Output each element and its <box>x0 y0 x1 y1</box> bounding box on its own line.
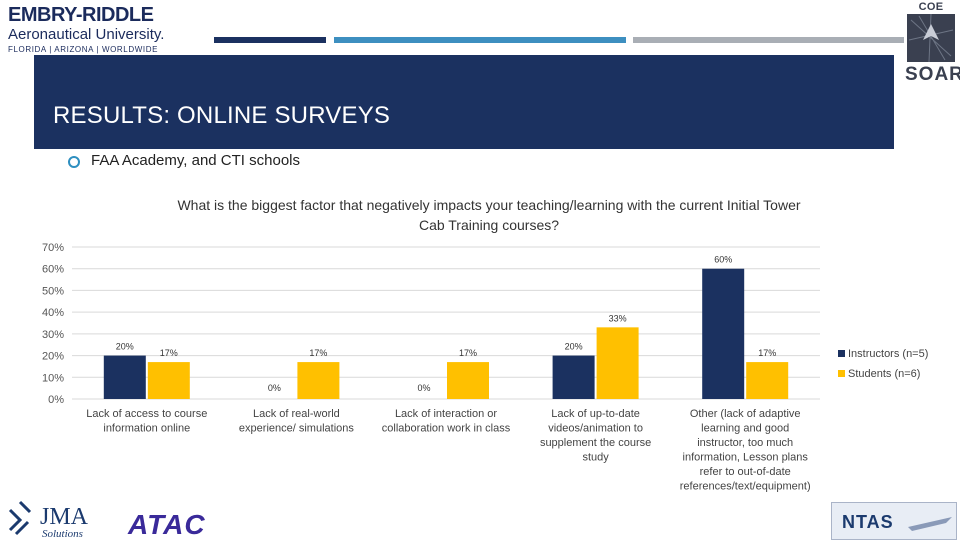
header-strip-gray <box>633 37 904 43</box>
soar-logo-bottom: SOAR <box>905 64 960 85</box>
bullet-text: FAA Academy, and CTI schools <box>91 152 300 169</box>
bar-students <box>147 362 190 399</box>
bar-data-label: 17% <box>160 348 178 358</box>
bar-data-label: 60% <box>714 255 732 265</box>
jma-logo-text: JMA <box>40 504 89 530</box>
category-label: supplement the course <box>540 437 651 449</box>
legend-label: Students (n=6) <box>848 368 920 380</box>
category-label: Lack of up-to-date <box>551 408 640 420</box>
bar-data-label: 0% <box>268 383 281 393</box>
bar-data-label: 17% <box>758 348 776 358</box>
erau-logo-name: EMBRY-RIDDLE <box>8 4 154 26</box>
bar-instructors <box>702 268 745 399</box>
bar-data-label: 17% <box>309 348 327 358</box>
jma-logo-subtext: Solutions <box>42 528 83 540</box>
jma-logo-graphic: JMA Solutions <box>8 500 89 540</box>
erau-logo-locations: FLORIDA | ARIZONA | WORLDWIDE <box>8 45 159 54</box>
slide-title: RESULTS: ONLINE SURVEYS <box>53 102 391 129</box>
bar-data-label: 17% <box>459 348 477 358</box>
legend-swatch <box>838 370 845 377</box>
category-label: experience/ simulations <box>239 423 354 435</box>
category-label: refer to out-of-date <box>700 466 791 478</box>
category-label: information online <box>103 423 190 435</box>
bar-students <box>297 362 340 399</box>
category-label: Lack of interaction or <box>395 408 497 420</box>
ntas-logo-text: NTAS <box>842 512 894 532</box>
category-label: Lack of access to course <box>86 408 207 420</box>
ntas-logo-graphic <box>908 517 952 531</box>
chart-title-line: Cab Training courses? <box>419 217 559 233</box>
category-label: videos/animation to <box>548 423 643 435</box>
ntas-logo: NTAS <box>831 502 957 540</box>
category-label: study <box>582 452 609 464</box>
bar-data-label: 20% <box>116 342 134 352</box>
legend-swatch <box>838 350 845 357</box>
category-label: learning and good <box>701 423 789 435</box>
header-strip-blue <box>334 37 626 43</box>
y-tick-label: 50% <box>42 285 64 297</box>
atac-logo-text: ATAC <box>127 509 206 538</box>
y-tick-label: 10% <box>42 372 64 384</box>
y-tick-label: 70% <box>42 242 64 254</box>
category-label: references/text/equipment) <box>680 481 811 493</box>
category-label: information, Lesson plans <box>683 452 809 464</box>
bar-students <box>746 362 789 399</box>
bullet-circle-icon <box>68 156 80 168</box>
atac-logo-graphic: ATAC <box>127 509 206 538</box>
erau-logo-subtitle: Aeronautical University. <box>8 26 165 43</box>
y-tick-label: 30% <box>42 329 64 341</box>
soar-logo: COE TTHP SOAR <box>905 0 960 86</box>
category-label: collaboration work in class <box>382 423 511 435</box>
bar-instructors <box>103 355 146 399</box>
bar-data-label: 20% <box>565 342 583 352</box>
bar-data-label: 33% <box>609 313 627 323</box>
soar-logo-graphic <box>907 13 955 63</box>
category-label: Lack of real-world <box>253 408 340 420</box>
chart-title-line: What is the biggest factor that negative… <box>177 197 800 213</box>
survey-bar-chart: What is the biggest factor that negative… <box>42 197 928 493</box>
bar-data-label: 0% <box>417 383 430 393</box>
bar-students <box>447 362 489 399</box>
atac-logo: ATAC <box>126 508 266 538</box>
bar-instructors <box>552 355 595 399</box>
legend-label: Instructors (n=5) <box>848 348 928 360</box>
header-strip-navy <box>214 37 326 43</box>
bar-students <box>596 327 639 399</box>
category-label: instructor, too much <box>697 437 793 449</box>
erau-logo: EMBRY-RIDDLE Aeronautical University. FL… <box>8 4 213 56</box>
y-tick-label: 40% <box>42 307 64 319</box>
y-tick-label: 20% <box>42 351 64 363</box>
jma-logo: JMA Solutions <box>6 496 106 540</box>
y-tick-label: 0% <box>48 394 64 406</box>
category-label: Other (lack of adaptive <box>690 408 801 420</box>
y-tick-label: 60% <box>42 264 64 276</box>
title-banner: RESULTS: ONLINE SURVEYS <box>34 55 894 149</box>
